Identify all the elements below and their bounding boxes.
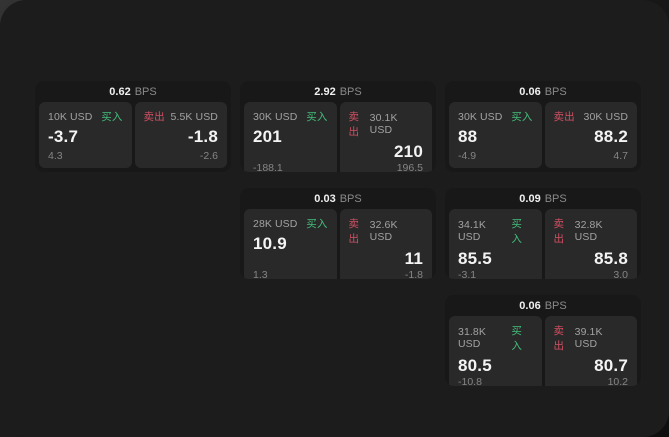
bps-unit-label: BPS	[544, 299, 567, 312]
quote-panes: 31.8K USD 买入 80.5 -10.8 卖出 39.1K USD 80.…	[445, 316, 641, 386]
buy-price: 201	[253, 127, 282, 146]
sell-delta: 3.0	[613, 269, 628, 279]
quote-card: 0.09 BPS 34.1K USD 买入 85.5 -3.1 卖出 32.8K…	[445, 188, 641, 279]
sell-delta: 10.2	[607, 376, 628, 386]
buy-delta: -188.1	[253, 162, 283, 172]
sell-delta: 196.5	[396, 162, 423, 172]
buy-side-label: 买入	[511, 111, 533, 123]
buy-pane[interactable]: 28K USD 买入 10.9 1.3	[244, 209, 337, 279]
buy-amount: 34.1K USD	[458, 219, 486, 243]
quote-card-grid: 0.62 BPS 10K USD 买入 -3.7 4.3 卖出 5.5K USD	[35, 81, 641, 386]
buy-price: 10.9	[253, 234, 287, 253]
buy-delta: -3.1	[458, 269, 477, 279]
quote-panes: 10K USD 买入 -3.7 4.3 卖出 5.5K USD -1.8 -2.…	[35, 102, 231, 172]
sell-price: 11	[404, 249, 423, 268]
bps-value: 0.62	[109, 85, 131, 98]
sell-price: 88.2	[594, 127, 628, 146]
card-header: 2.92 BPS	[240, 81, 436, 102]
sell-delta: -2.6	[199, 150, 218, 162]
sell-delta: -1.8	[404, 269, 423, 279]
buy-amount: 10K USD	[48, 110, 93, 123]
quote-panes: 30K USD 买入 201 -188.1 卖出 30.1K USD 210 1…	[240, 102, 436, 172]
sell-price: 210	[394, 142, 423, 161]
bps-value: 0.06	[519, 299, 541, 312]
quote-panes: 28K USD 买入 10.9 1.3 卖出 32.6K USD 11 -1.8	[240, 209, 436, 279]
buy-amount: 31.8K USD	[458, 326, 486, 350]
buy-amount: 30K USD	[458, 110, 503, 123]
bps-value: 2.92	[314, 85, 336, 98]
bps-unit-label: BPS	[339, 192, 362, 205]
sell-amount: 5.5K USD	[170, 110, 218, 123]
buy-side-label: 买入	[306, 218, 328, 230]
sell-pane[interactable]: 卖出 5.5K USD -1.8 -2.6	[134, 102, 227, 168]
quote-panes: 34.1K USD 买入 85.5 -3.1 卖出 32.8K USD 85.8…	[445, 209, 641, 279]
bps-unit-label: BPS	[339, 85, 362, 98]
sell-price: 85.8	[594, 249, 628, 268]
bps-value: 0.09	[519, 192, 541, 205]
sell-amount: 32.8K USD	[574, 219, 603, 243]
sell-side-label: 卖出	[553, 111, 575, 123]
bps-unit-label: BPS	[544, 192, 567, 205]
buy-side-label: 买入	[101, 111, 123, 123]
sell-delta: 4.7	[613, 150, 628, 162]
card-header: 0.62 BPS	[35, 81, 231, 102]
quote-card: 2.92 BPS 30K USD 买入 201 -188.1 卖出 30.1K …	[240, 81, 436, 172]
sell-amount: 39.1K USD	[574, 326, 603, 350]
sell-pane[interactable]: 卖出 32.6K USD 11 -1.8	[339, 209, 432, 279]
card-header: 0.09 BPS	[445, 188, 641, 209]
sell-pane[interactable]: 卖出 30K USD 88.2 4.7	[544, 102, 637, 168]
buy-delta: -10.8	[458, 376, 482, 386]
sell-price: 80.7	[594, 356, 628, 375]
buy-pane[interactable]: 34.1K USD 买入 85.5 -3.1	[449, 209, 542, 279]
sell-side-label: 卖出	[348, 111, 360, 138]
quote-card: 0.03 BPS 28K USD 买入 10.9 1.3 卖出 32.6K US…	[240, 188, 436, 279]
sell-price: -1.8	[187, 127, 218, 146]
sell-side-label: 卖出	[553, 218, 565, 245]
buy-price: 85.5	[458, 249, 492, 268]
quote-panes: 30K USD 买入 88 -4.9 卖出 30K USD 88.2 4.7	[445, 102, 641, 172]
quote-card: 0.06 BPS 30K USD 买入 88 -4.9 卖出 30K USD	[445, 81, 641, 172]
buy-pane[interactable]: 30K USD 买入 88 -4.9	[449, 102, 542, 168]
sell-pane[interactable]: 卖出 30.1K USD 210 196.5	[339, 102, 432, 172]
sell-amount: 32.6K USD	[369, 219, 398, 243]
buy-delta: 1.3	[253, 269, 268, 279]
sell-side-label: 卖出	[348, 218, 360, 245]
quote-card: 0.06 BPS 31.8K USD 买入 80.5 -10.8 卖出 39.1…	[445, 295, 641, 386]
sell-amount: 30.1K USD	[369, 112, 398, 136]
bps-value: 0.03	[314, 192, 336, 205]
card-header: 0.06 BPS	[445, 295, 641, 316]
card-header: 0.06 BPS	[445, 81, 641, 102]
buy-pane[interactable]: 31.8K USD 买入 80.5 -10.8	[449, 316, 542, 386]
buy-pane[interactable]: 30K USD 买入 201 -188.1	[244, 102, 337, 172]
buy-amount: 30K USD	[253, 110, 298, 123]
buy-price: 88	[458, 127, 478, 146]
buy-side-label: 买入	[511, 218, 522, 245]
sell-side-label: 卖出	[553, 325, 565, 352]
sell-side-label: 卖出	[143, 111, 165, 123]
sell-amount: 30K USD	[583, 110, 628, 123]
bps-unit-label: BPS	[544, 85, 567, 98]
buy-price: 80.5	[458, 356, 492, 375]
sell-pane[interactable]: 卖出 32.8K USD 85.8 3.0	[544, 209, 637, 279]
card-header: 0.03 BPS	[240, 188, 436, 209]
buy-pane[interactable]: 10K USD 买入 -3.7 4.3	[39, 102, 132, 168]
sell-pane[interactable]: 卖出 39.1K USD 80.7 10.2	[544, 316, 637, 386]
buy-side-label: 买入	[306, 111, 328, 123]
quote-card: 0.62 BPS 10K USD 买入 -3.7 4.3 卖出 5.5K USD	[35, 81, 231, 172]
buy-amount: 28K USD	[253, 217, 298, 230]
buy-delta: 4.3	[48, 150, 63, 162]
buy-side-label: 买入	[511, 325, 522, 352]
bps-unit-label: BPS	[134, 85, 157, 98]
buy-price: -3.7	[48, 127, 79, 146]
buy-delta: -4.9	[458, 150, 477, 162]
bps-value: 0.06	[519, 85, 541, 98]
